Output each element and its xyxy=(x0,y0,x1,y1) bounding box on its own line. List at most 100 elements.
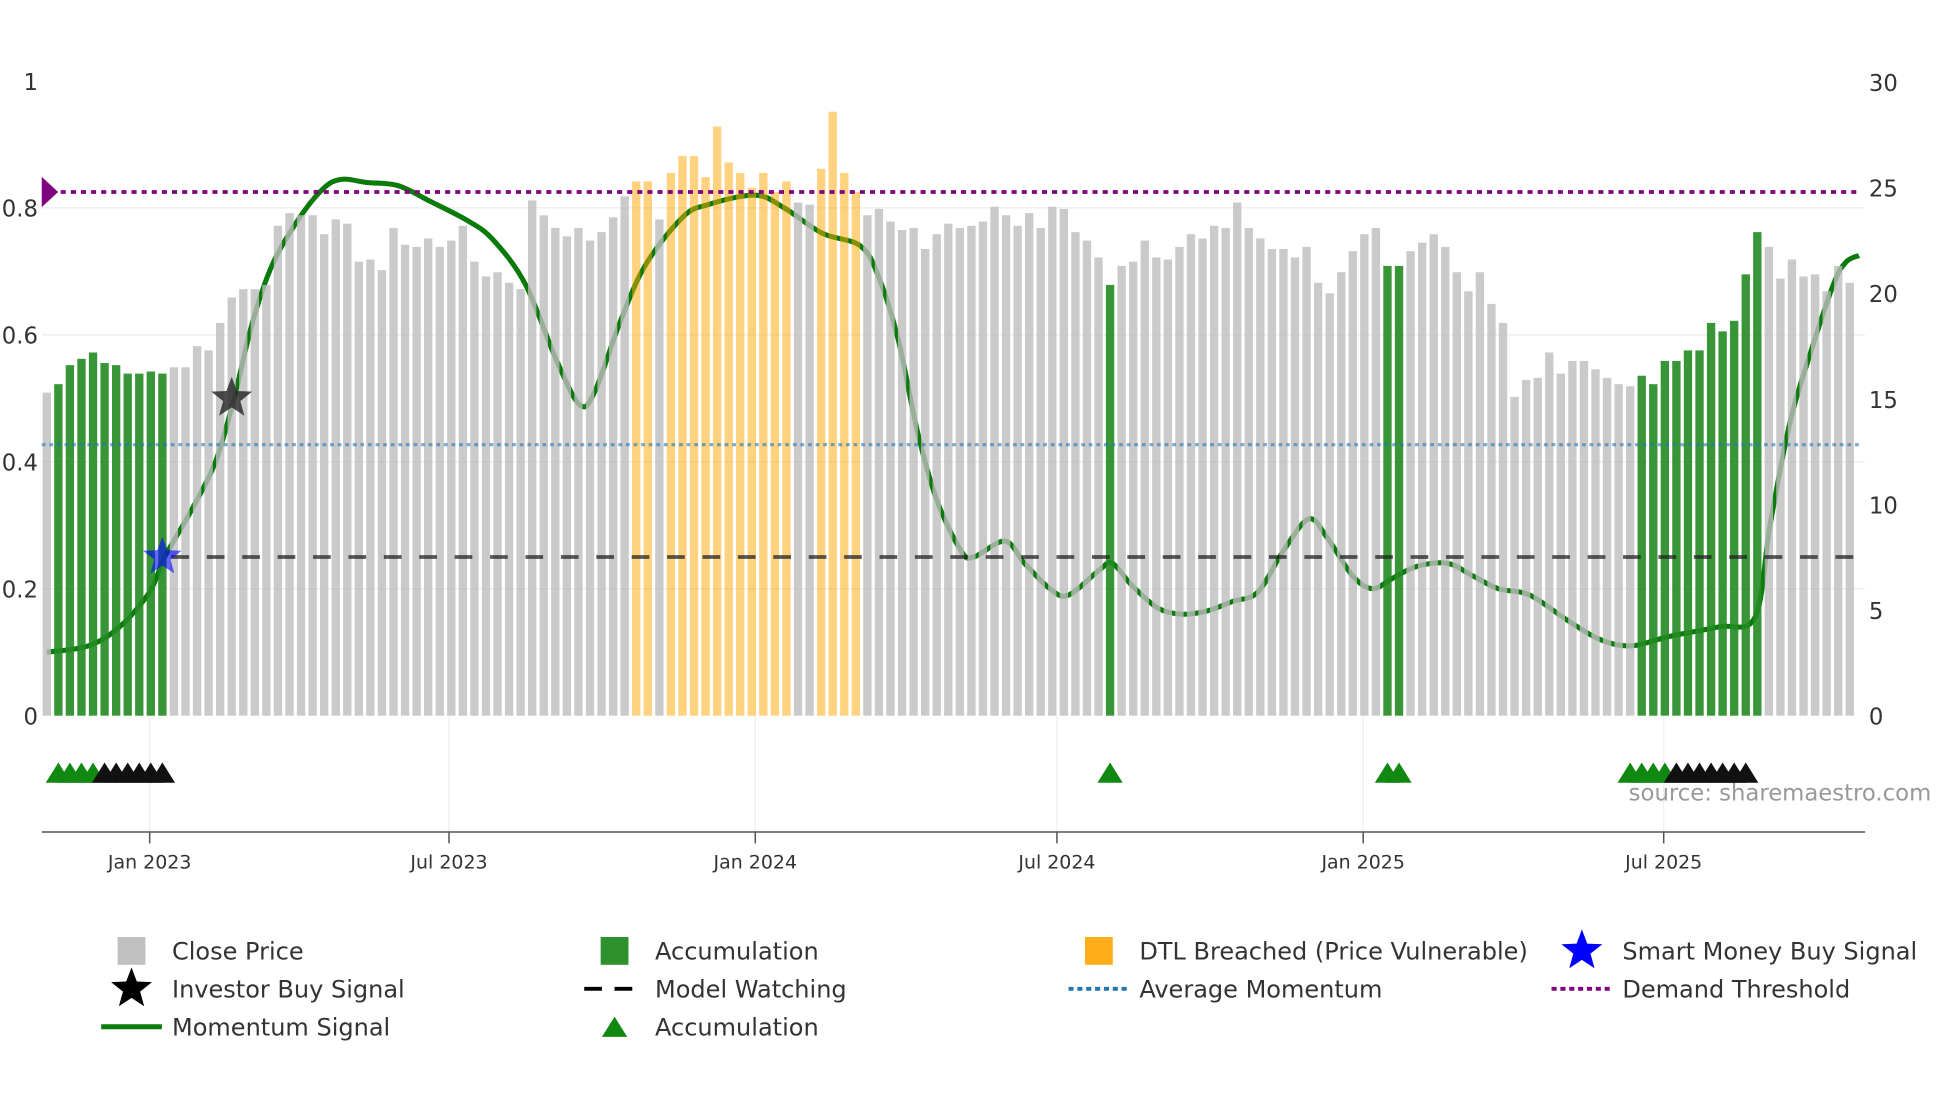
close-price-bar xyxy=(1025,213,1034,716)
accumulation-bar xyxy=(1683,350,1693,716)
close-price-bar xyxy=(1602,377,1612,716)
investor-buy-star-icon xyxy=(211,376,253,416)
close-price-bar xyxy=(1521,379,1531,716)
investor-buy-legend-star-icon xyxy=(111,967,152,1007)
close-price-bar xyxy=(1834,265,1843,716)
dtl-breached-bar xyxy=(816,168,826,716)
close-price-bar xyxy=(1244,227,1253,716)
right-tick-label: 0 xyxy=(1869,705,1883,731)
close-price-bar xyxy=(1325,293,1334,716)
accumulation-bar xyxy=(1741,274,1750,716)
close-price-bar xyxy=(1787,259,1797,716)
left-tick-label: 0.8 xyxy=(2,197,38,223)
accumulation-bar xyxy=(1660,360,1670,716)
close-price-bar xyxy=(1175,246,1184,716)
close-price-bar xyxy=(1279,249,1288,716)
close-price-bar xyxy=(1626,386,1635,716)
close-price-bar xyxy=(978,221,988,716)
close-price-bar xyxy=(897,230,907,716)
close-price-bar xyxy=(1001,215,1011,716)
close-price-legend-icon xyxy=(117,936,146,965)
close-price-bar xyxy=(400,244,410,716)
dtl-breached-bar xyxy=(851,191,861,716)
reference-lines xyxy=(41,176,1862,559)
accumulation-bar xyxy=(1394,265,1404,716)
left-tick-label: 1 xyxy=(23,70,37,96)
x-tick-label: Jul 2025 xyxy=(1624,852,1702,874)
source-label: source: sharemaestro.com xyxy=(1629,780,1932,806)
close-price-bar xyxy=(1510,396,1519,716)
close-price-bar xyxy=(377,270,387,716)
accumulation-bar xyxy=(1649,384,1658,716)
smart-money-legend-star-icon xyxy=(1561,929,1603,969)
close-price-bar xyxy=(389,227,398,716)
right-tick-label: 20 xyxy=(1869,282,1898,308)
dtl-breached-bar xyxy=(828,111,837,716)
accumulation-bar xyxy=(1753,232,1762,716)
close-price-bar xyxy=(1152,257,1161,716)
close-price-bar xyxy=(424,238,433,716)
accumulation-bar xyxy=(135,373,144,716)
close-price-bar xyxy=(1313,282,1323,716)
demand-threshold-diamond-icon xyxy=(41,176,59,208)
close-price-bar xyxy=(1094,257,1103,716)
close-price-bar xyxy=(470,261,479,716)
close-price-bar xyxy=(1059,208,1069,716)
dtl-breached-bar xyxy=(747,187,756,716)
accumulation-bar xyxy=(123,373,132,716)
legend-label: Average Momentum xyxy=(1139,976,1382,1004)
close-price-bar xyxy=(1302,246,1311,716)
left-tick-label: 0 xyxy=(23,705,37,731)
legend-label: Model Watching xyxy=(655,976,847,1004)
accumulation-legend-triangle-icon xyxy=(601,1016,628,1037)
close-price-bar xyxy=(1360,234,1369,716)
close-price-bar xyxy=(1406,251,1415,716)
close-price-bar xyxy=(1117,265,1126,716)
close-price-bar xyxy=(516,289,525,716)
smart-money-buy-star-icon xyxy=(143,536,182,574)
close-price-bar xyxy=(1013,225,1022,716)
close-price-bar xyxy=(1579,360,1589,716)
close-price-bar xyxy=(1545,352,1554,716)
dtl-breached-bar xyxy=(666,172,676,716)
close-price-bar xyxy=(955,227,965,716)
dtl-breached-legend-icon xyxy=(1084,936,1113,965)
accumulation-triangle-icon xyxy=(1097,762,1123,783)
close-price-bar xyxy=(1464,291,1473,716)
close-price-bar xyxy=(932,234,941,716)
accumulation-bar xyxy=(1718,331,1727,716)
dtl-breached-bar xyxy=(689,156,699,716)
close-price-bar xyxy=(1614,384,1623,716)
close-price-bar xyxy=(1417,242,1427,716)
close-price-bar xyxy=(1799,276,1808,716)
close-price-bar xyxy=(192,346,202,716)
x-tick-label: Jan 2025 xyxy=(1320,852,1404,874)
close-price-bar xyxy=(366,259,375,716)
close-price-bar xyxy=(1348,251,1357,716)
close-price-bar xyxy=(1591,369,1600,716)
accumulation-bar xyxy=(1672,360,1681,716)
dtl-breached-bar xyxy=(712,126,722,716)
left-tick-label: 0.2 xyxy=(2,578,38,604)
dtl-breached-bar xyxy=(840,172,849,716)
close-price-bar xyxy=(42,392,51,716)
close-price-bar xyxy=(967,225,976,716)
close-price-bar xyxy=(181,367,190,716)
close-price-bar xyxy=(805,204,814,716)
close-price-bar xyxy=(458,225,468,716)
close-price-bar xyxy=(1290,257,1300,716)
legend-label: DTL Breached (Price Vulnerable) xyxy=(1139,938,1528,966)
close-price-bar xyxy=(539,215,548,716)
dtl-breached-bar xyxy=(701,177,710,716)
legend-label: Smart Money Buy Signal xyxy=(1622,938,1917,966)
close-price-bar xyxy=(1140,240,1149,716)
close-price-bar xyxy=(1845,282,1854,716)
accumulation-bar xyxy=(1105,284,1115,716)
close-price-bar xyxy=(574,227,583,716)
bars xyxy=(42,111,1854,716)
close-price-bar xyxy=(909,227,918,716)
model-watching-triangle-icon xyxy=(1733,762,1759,783)
close-price-bar xyxy=(169,367,179,716)
close-price-bar xyxy=(1371,227,1381,716)
